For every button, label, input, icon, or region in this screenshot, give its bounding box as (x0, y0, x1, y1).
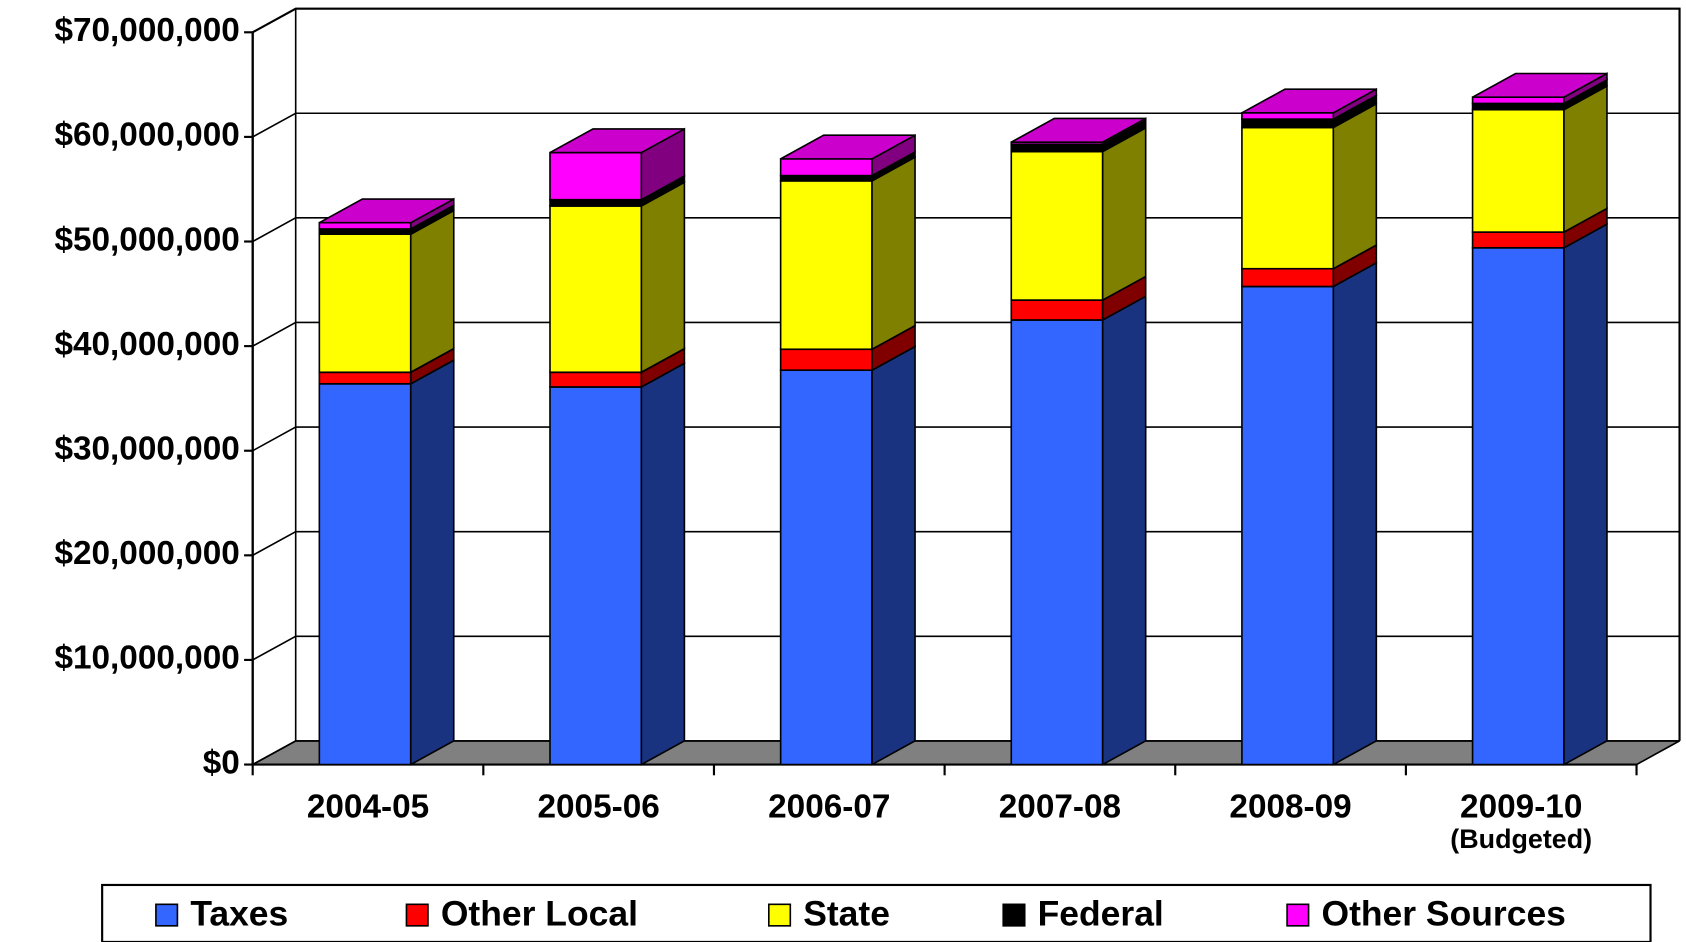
bar-top (1472, 72, 1608, 98)
bar-segment (1241, 285, 1335, 766)
legend-swatch (768, 903, 792, 927)
grid-line (252, 740, 1680, 766)
bar-top (780, 134, 916, 160)
bar-segment (779, 348, 873, 371)
x-tick-label-line: 2009-10 (1460, 788, 1582, 825)
bar-side (1101, 126, 1147, 302)
bar-segment (549, 205, 643, 374)
grid-line (252, 321, 1680, 347)
y-tick-label: $30,000,000 (54, 431, 239, 468)
bar-side (1332, 261, 1378, 766)
bar-segment (1010, 299, 1104, 321)
bar-side (409, 358, 455, 766)
bar-segment (1010, 150, 1104, 301)
bar-segment (1471, 246, 1565, 766)
bar-side (1563, 222, 1608, 766)
legend-swatch (155, 903, 179, 927)
bar-side (640, 180, 686, 374)
legend-label: Other Local (441, 894, 638, 934)
x-tick-label: 2008-09 (1229, 788, 1351, 825)
bar-segment (1241, 118, 1335, 129)
bar-segment (318, 221, 412, 230)
grid-line (252, 7, 1680, 34)
y-tick-label: $60,000,000 (54, 117, 239, 154)
y-tick-label: $40,000,000 (54, 326, 239, 363)
bar-segment (549, 371, 643, 388)
y-tick-label: $20,000,000 (54, 535, 239, 572)
bar-segment (1471, 96, 1565, 105)
bar-segment (1010, 319, 1104, 766)
legend-box (101, 883, 1652, 942)
bar-segment (1471, 231, 1565, 249)
x-tick-label: 2004-05 (307, 788, 429, 825)
legend-label: Other Sources (1321, 894, 1565, 934)
bar-segment (318, 371, 412, 385)
bar-segment (1241, 112, 1335, 120)
x-tick-label: 2005-06 (537, 788, 659, 825)
bar-segment (1471, 102, 1565, 111)
y-tick-label: $50,000,000 (54, 221, 239, 258)
legend-swatch (405, 903, 429, 927)
legend-swatch (1286, 903, 1310, 927)
bar-segment (1471, 108, 1565, 233)
grid-line (252, 112, 1680, 138)
bar-top (1010, 117, 1147, 143)
bar-top (318, 198, 455, 224)
bar-segment (318, 382, 412, 766)
x-tick-label: 2009-10 (Budgeted) (1450, 788, 1592, 854)
bar-side (409, 209, 455, 374)
bar-side (640, 361, 686, 766)
grid-line (252, 635, 1680, 661)
y-tick-label: $0 (203, 744, 240, 781)
bar-side (871, 155, 916, 351)
bar-side (1332, 102, 1378, 271)
grid-line (252, 217, 1680, 243)
bar-segment (1010, 143, 1104, 153)
grid-line (252, 426, 1680, 452)
x-tick-label: 2006-07 (768, 788, 890, 825)
grid-line (252, 530, 1680, 557)
bar-segment (779, 180, 873, 351)
bar-segment (318, 233, 412, 374)
x-tick-label-line: (Budgeted) (1450, 824, 1592, 854)
bar-side (1563, 84, 1608, 234)
x-tick-label: 2007-08 (999, 788, 1121, 825)
floor (252, 740, 1680, 766)
legend-swatch (1002, 903, 1026, 927)
bar-top (549, 128, 685, 154)
bar-segment (549, 198, 643, 207)
bar-segment (549, 151, 643, 201)
y-tick-label: $70,000,000 (54, 12, 239, 49)
bar-segment (779, 158, 873, 177)
bar-top (1241, 88, 1377, 114)
legend-label: Taxes (190, 894, 288, 934)
bar-segment (1241, 126, 1335, 270)
bar-side (1101, 294, 1147, 766)
bar-segment (779, 369, 873, 766)
legend-label: Federal (1038, 894, 1164, 934)
bar-segment (549, 386, 643, 766)
y-tick-label: $10,000,000 (54, 640, 239, 677)
bar-side (871, 345, 916, 766)
legend-label: State (803, 894, 890, 934)
wall-outline (251, 7, 1681, 765)
bar-segment (1241, 267, 1335, 288)
